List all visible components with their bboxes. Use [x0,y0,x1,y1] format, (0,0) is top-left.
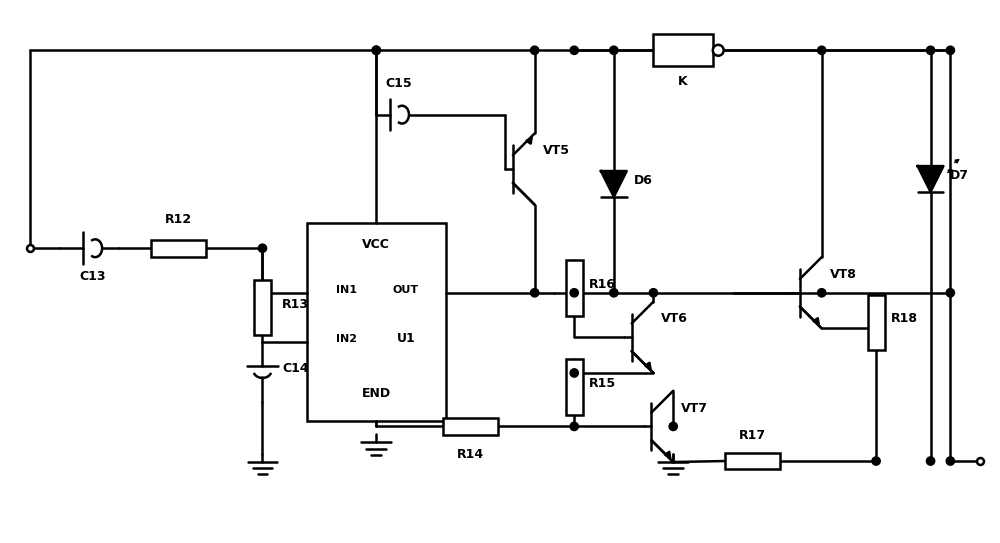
Circle shape [372,46,380,54]
Circle shape [713,45,724,56]
Text: VT7: VT7 [681,402,708,414]
Circle shape [610,289,618,297]
Circle shape [258,244,267,252]
Circle shape [818,289,826,297]
Circle shape [570,422,578,431]
Text: C13: C13 [79,270,105,283]
Text: R18: R18 [891,312,918,325]
Text: D6: D6 [634,174,652,187]
Text: R15: R15 [589,377,616,390]
Text: U1: U1 [397,332,415,345]
Bar [725,453,780,470]
Circle shape [669,422,677,431]
Circle shape [926,457,935,465]
Bar [443,418,498,435]
Text: VCC: VCC [362,238,390,251]
Circle shape [570,369,578,377]
Text: END: END [362,387,391,400]
Text: C15: C15 [386,77,412,90]
Bar [868,295,885,350]
Circle shape [649,289,658,297]
Bar [566,359,583,414]
Circle shape [946,457,955,465]
Bar [653,34,713,66]
Circle shape [946,289,955,297]
Circle shape [872,457,880,465]
Text: R14: R14 [457,448,484,461]
Text: R13: R13 [282,298,309,311]
Circle shape [610,46,618,54]
Circle shape [372,46,380,54]
Circle shape [946,46,955,54]
Text: VT5: VT5 [543,144,570,157]
Circle shape [530,289,539,297]
Text: D7: D7 [950,169,969,182]
Text: R16: R16 [589,278,616,291]
Text: VT6: VT6 [661,312,688,325]
Circle shape [926,46,935,54]
Text: IN1: IN1 [336,285,357,295]
Bar [151,240,206,257]
Text: OUT: OUT [393,285,419,295]
Circle shape [530,46,539,54]
Polygon shape [918,166,943,192]
Circle shape [570,289,578,297]
Text: VT8: VT8 [830,268,856,281]
Text: K: K [678,75,688,88]
Bar [307,224,446,421]
Text: R12: R12 [165,213,192,226]
Polygon shape [601,171,627,197]
Circle shape [570,46,578,54]
Bar [254,280,271,336]
Text: IN2: IN2 [336,334,357,344]
Circle shape [818,46,826,54]
Text: C14: C14 [282,362,309,375]
Text: R17: R17 [739,430,766,442]
Bar [566,260,583,315]
